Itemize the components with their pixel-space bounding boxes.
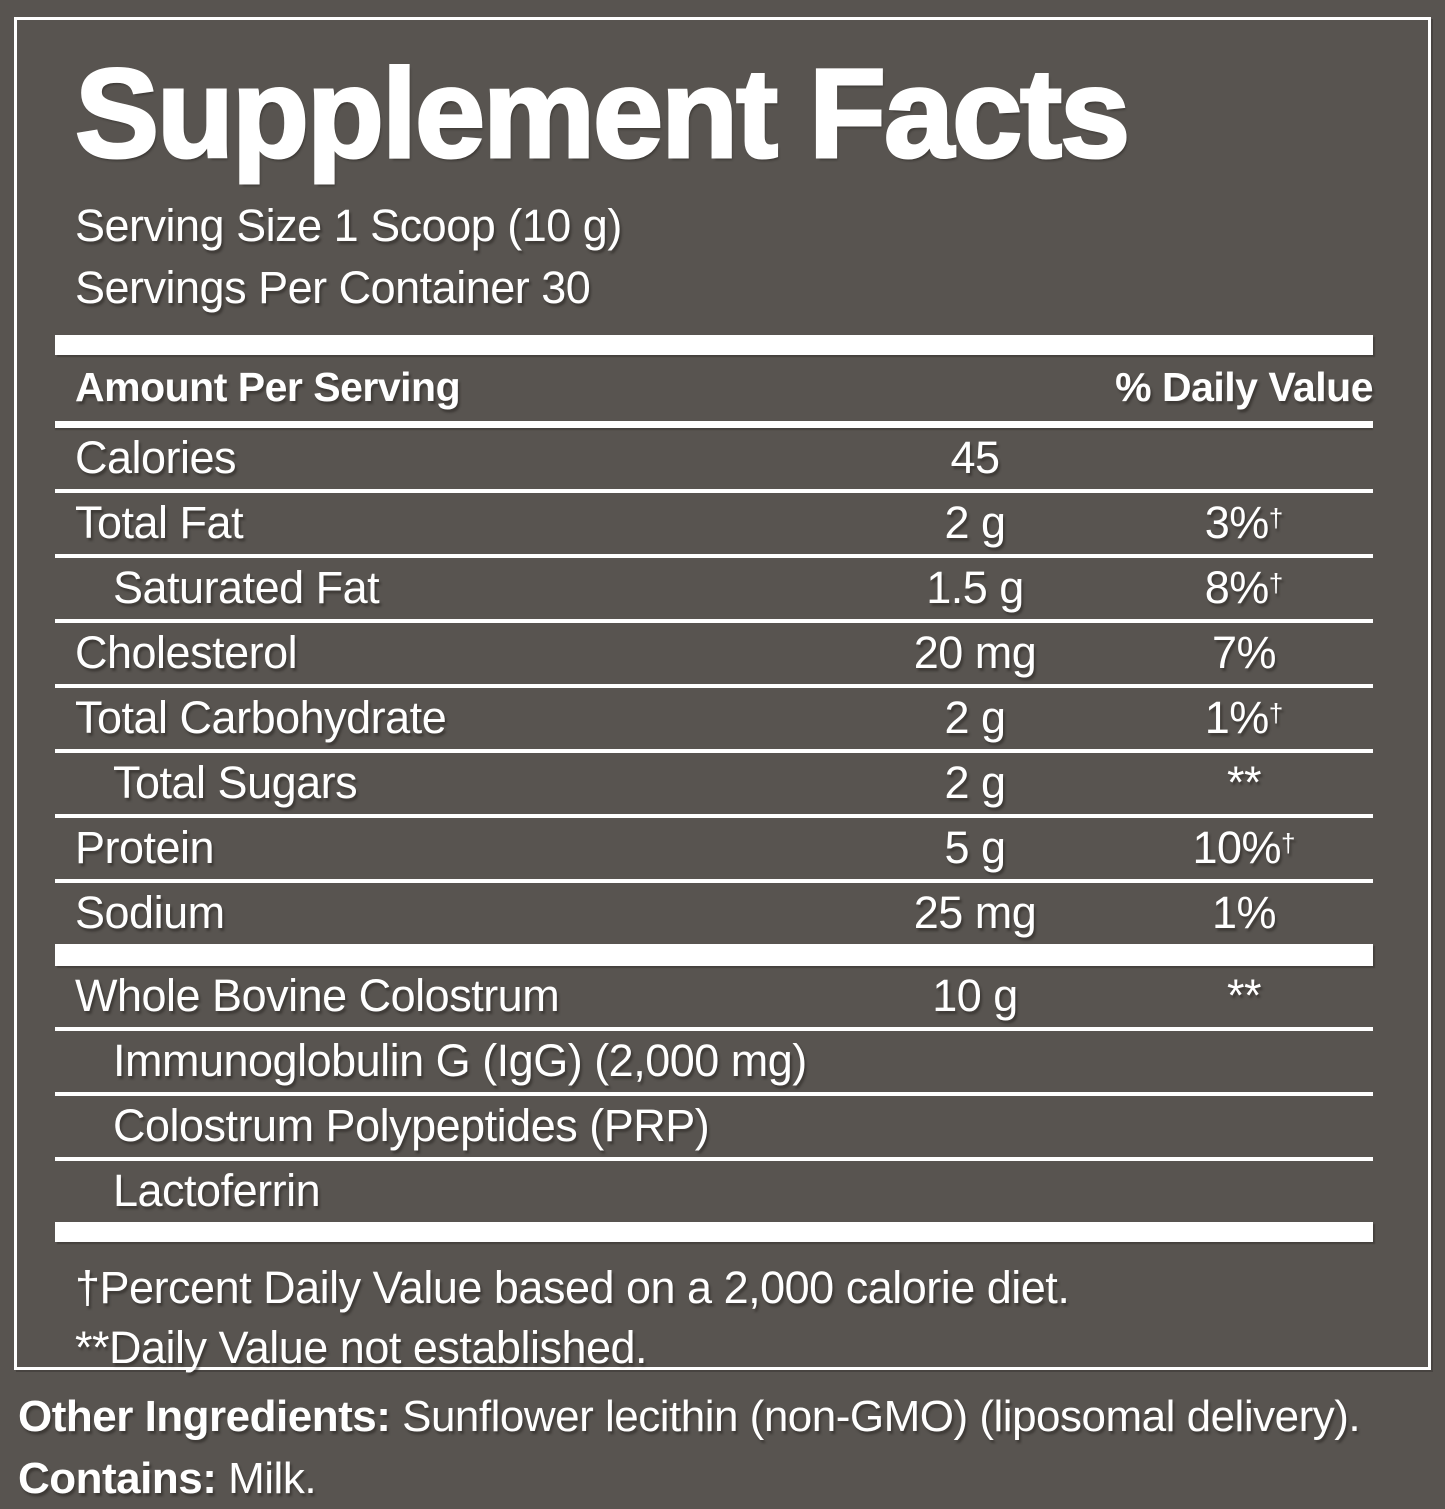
other-ingredients-statement: Other Ingredients: Sunflower lecithin (n… (18, 1386, 1445, 1448)
daily-value-text: 8% (1204, 562, 1270, 614)
daily-value-text: 1% (1211, 887, 1277, 939)
nutrient-label: Sodium (75, 887, 225, 939)
thick-separator-bar-bottom (55, 1221, 1373, 1242)
contains-statement: Contains: Milk. (18, 1448, 1445, 1509)
nutrient-row-protein: Protein 5 g 10%† (55, 818, 1373, 883)
contains-label: Contains: (18, 1454, 217, 1503)
nutrient-label: Total Fat (75, 497, 244, 549)
serving-size: Serving Size 1 Scoop (10 g) (75, 199, 622, 251)
panel-title: Supplement Facts (74, 43, 1132, 184)
nutrient-daily-value: ** (1115, 757, 1373, 809)
nutrient-label: Total Carbohydrate (75, 692, 447, 744)
supplement-facts-panel: Supplement Facts Serving Size 1 Scoop (1… (14, 17, 1431, 1373)
daily-value-text: ** (1226, 757, 1262, 809)
nutrient-row-colostrum-polypeptides: Colostrum Polypeptides (PRP) (55, 1096, 1373, 1161)
nutrient-row-total-carbohydrate: Total Carbohydrate 2 g 1%† (55, 688, 1373, 753)
column-header-amount: Amount Per Serving (75, 364, 461, 411)
nutrient-daily-value: 8%† (1115, 562, 1373, 614)
dagger-superscript: † (1268, 567, 1284, 598)
nutrient-row-calories: Calories 45 (55, 428, 1373, 493)
daily-value-text: 1% (1204, 692, 1270, 744)
nutrient-label: Saturated Fat (113, 562, 380, 614)
table-header: Amount Per Serving % Daily Value (55, 355, 1373, 421)
nutrient-row-cholesterol: Cholesterol 20 mg 7% (55, 623, 1373, 688)
other-ingredients-label: Other Ingredients: (18, 1392, 391, 1441)
nutrient-row-lactoferrin: Lactoferrin (55, 1161, 1373, 1222)
nutrient-label: Calories (75, 432, 237, 484)
daily-value-text: 10% (1192, 822, 1282, 874)
nutrient-label: Total Sugars (113, 757, 358, 809)
nutrient-row-total-fat: Total Fat 2 g 3%† (55, 493, 1373, 558)
serving-info: Serving Size 1 Scoop (10 g) Servings Per… (75, 195, 1373, 319)
footnote-dv-not-established: **Daily Value not established. (75, 1321, 648, 1373)
header-separator-line (55, 420, 1373, 428)
thick-separator-bar-middle (55, 943, 1373, 966)
nutrient-daily-value: ** (1115, 970, 1373, 1022)
daily-value-text: ** (1226, 970, 1262, 1022)
nutrient-amount: 1.5 g (926, 562, 1024, 614)
nutrient-daily-value: 1%† (1115, 692, 1373, 744)
footnote-daily-value-basis: †Percent Daily Value based on a 2,000 ca… (75, 1261, 1070, 1313)
other-ingredients-value: Sunflower lecithin (non-GMO) (liposomal … (390, 1392, 1361, 1441)
nutrient-amount: 10 g (932, 970, 1018, 1022)
nutrient-daily-value: 7% (1115, 627, 1373, 679)
nutrient-amount: 2 g (944, 497, 1006, 549)
nutrient-label: Colostrum Polypeptides (PRP) (113, 1100, 710, 1152)
below-panel-text: Other Ingredients: Sunflower lecithin (n… (18, 1386, 1445, 1509)
dagger-superscript: † (1281, 827, 1296, 858)
nutrient-row-whole-bovine-colostrum: Whole Bovine Colostrum 10 g ** (55, 966, 1373, 1031)
nutrient-amount: 2 g (944, 692, 1006, 744)
nutrient-row-sodium: Sodium 25 mg 1% (55, 883, 1373, 944)
daily-value-text: 7% (1211, 627, 1277, 679)
dagger-superscript: † (1268, 697, 1284, 728)
nutrient-label: Immunoglobulin G (IgG) (2,000 mg) (113, 1035, 807, 1087)
footnotes: †Percent Daily Value based on a 2,000 ca… (55, 1258, 1373, 1378)
nutrient-daily-value: 10%† (1115, 822, 1373, 874)
nutrient-amount: 20 mg (913, 627, 1037, 679)
nutrient-row-saturated-fat: Saturated Fat 1.5 g 8%† (55, 558, 1373, 623)
nutrient-amount: 45 (950, 432, 1000, 484)
thick-separator-bar-top (55, 334, 1373, 355)
daily-value-text: 3% (1204, 497, 1270, 549)
column-header-daily-value: % Daily Value (1115, 364, 1373, 411)
servings-per-container: Servings Per Container 30 (75, 261, 591, 313)
nutrient-row-total-sugars: Total Sugars 2 g ** (55, 753, 1373, 818)
nutrient-amount: 25 mg (913, 887, 1037, 939)
nutrient-label: Whole Bovine Colostrum (75, 970, 560, 1022)
nutrient-amount: 5 g (944, 822, 1006, 874)
nutrient-amount: 2 g (944, 757, 1006, 809)
nutrient-label: Lactoferrin (113, 1165, 321, 1217)
nutrient-daily-value: 1% (1115, 887, 1373, 939)
nutrient-row-immunoglobulin-g: Immunoglobulin G (IgG) (2,000 mg) (55, 1031, 1373, 1096)
dagger-superscript: † (1268, 502, 1284, 533)
nutrient-daily-value: 3%† (1115, 497, 1373, 549)
contains-value: Milk. (216, 1454, 317, 1503)
nutrient-label: Protein (75, 822, 215, 874)
nutrient-label: Cholesterol (75, 627, 298, 679)
